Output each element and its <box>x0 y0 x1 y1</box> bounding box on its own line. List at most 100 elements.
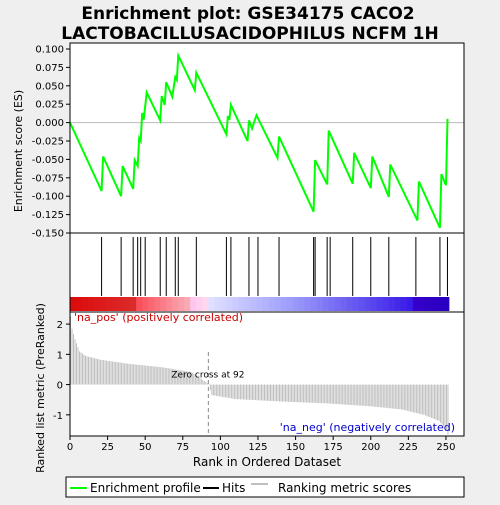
es-y-axis-label: Enrichment score (ES) <box>12 90 25 212</box>
color-bar-segment <box>124 297 131 311</box>
legend: Enrichment profile Hits Ranking metric s… <box>65 476 465 498</box>
color-bar-segment <box>304 297 312 311</box>
color-bar-segment <box>70 297 77 311</box>
color-bar-segment <box>202 297 209 311</box>
metric-panel-frame <box>69 311 465 437</box>
es-ytick-label: 0.025 <box>35 100 64 111</box>
color-bar-segment <box>136 297 143 311</box>
color-bar-segment <box>106 297 113 311</box>
legend-hits-label: Hits <box>222 481 245 495</box>
zero-cross-label: Zero cross at 92 <box>171 371 244 381</box>
color-bar-segment <box>88 297 95 311</box>
color-bar-segment <box>232 297 239 311</box>
es-ytick-label: -0.125 <box>32 210 64 221</box>
color-bar-segment <box>286 297 293 311</box>
color-bar-segment <box>130 297 137 311</box>
chart-title-line2: LACTOBACILLUSACIDOPHILUS NCFM 1H <box>61 24 438 44</box>
metric-xtick-label: 225 <box>399 442 418 453</box>
color-bar-segment <box>442 297 450 311</box>
color-bar-segment <box>400 297 408 311</box>
metric-ytick-label: 1 <box>57 350 63 361</box>
rank-color-bar <box>70 297 450 311</box>
color-bar-segment <box>172 297 179 311</box>
color-bar-segment <box>118 297 125 311</box>
metric-y-ticks: 2 1 0 -1 <box>53 320 70 422</box>
color-bar-segment <box>112 297 119 311</box>
es-ytick-label: -0.050 <box>32 155 64 166</box>
metric-x-axis-label: Rank in Ordered Dataset <box>193 455 341 469</box>
color-bar-segment <box>316 297 324 311</box>
color-bar-segment <box>166 297 173 311</box>
color-bar-segment <box>190 297 197 311</box>
color-bar-segment <box>184 297 191 311</box>
color-bar-segment <box>268 297 275 311</box>
es-ytick-label: -0.025 <box>32 137 64 148</box>
es-ytick-label: 0.075 <box>35 63 64 74</box>
color-bar-segment <box>244 297 251 311</box>
positive-correlation-label: 'na_pos' (positively correlated) <box>74 311 243 324</box>
es-ytick-label: 0.100 <box>35 45 64 56</box>
hit-lines <box>101 237 448 296</box>
es-ytick-label: -0.150 <box>32 229 64 240</box>
color-bar-segment <box>430 297 438 311</box>
color-bar-segment <box>412 297 420 311</box>
color-bar-segment <box>388 297 396 311</box>
es-ytick-label: -0.075 <box>32 173 64 184</box>
color-bar-segment <box>94 297 101 311</box>
es-y-ticks: 0.100 0.075 0.050 0.025 0.000 -0.025 -0.050 -0.… <box>32 45 70 240</box>
color-bar-segment <box>262 297 269 311</box>
color-bar-segment <box>154 297 161 311</box>
legend-es-label: Enrichment profile <box>90 481 201 495</box>
metric-xtick-label: 250 <box>436 442 455 453</box>
color-bar-segment <box>148 297 155 311</box>
color-bar-segment <box>280 297 287 311</box>
metric-x-ticks: 0 25 50 75 100 125 150 175 200 225 250 <box>67 436 456 453</box>
metric-ytick-label: 2 <box>57 320 63 331</box>
metric-xtick-label: 175 <box>324 442 343 453</box>
color-bar-segment <box>406 297 414 311</box>
color-bar-segment <box>358 297 366 311</box>
metric-xtick-label: 25 <box>101 442 114 453</box>
color-bar-segment <box>82 297 89 311</box>
color-bar-segment <box>382 297 390 311</box>
metric-xtick-label: 0 <box>67 442 73 453</box>
color-bar-segment <box>220 297 227 311</box>
es-ytick-label: 0.050 <box>35 81 64 92</box>
color-bar-segment <box>436 297 444 311</box>
color-bar-segment <box>274 297 281 311</box>
metric-xtick-label: 75 <box>176 442 189 453</box>
legend-box <box>65 476 465 498</box>
color-bar-segment <box>328 297 336 311</box>
color-bar-segment <box>160 297 167 311</box>
color-bar-segment <box>418 297 426 311</box>
legend-metric-label: Ranking metric scores <box>278 481 411 495</box>
metric-xtick-label: 200 <box>361 442 380 453</box>
metric-xtick-label: 50 <box>139 442 152 453</box>
color-bar-segment <box>346 297 354 311</box>
metric-ytick-label: -1 <box>53 411 63 422</box>
metric-bars <box>70 316 449 435</box>
color-bar-segment <box>208 297 215 311</box>
color-bar-segment <box>334 297 342 311</box>
color-bar-segment <box>310 297 318 311</box>
metric-panel: Zero cross at 92 'na_pos' (positively co… <box>34 303 465 473</box>
es-ytick-label: -0.100 <box>32 192 64 203</box>
color-bar-segment <box>226 297 233 311</box>
color-bar-segment <box>298 297 305 311</box>
color-bar-segment <box>250 297 257 311</box>
color-bar-segment <box>76 297 83 311</box>
color-bar-segment <box>340 297 348 311</box>
color-bar-segment <box>142 297 149 311</box>
es-ytick-label: 0.000 <box>35 118 64 129</box>
color-bar-segment <box>178 297 185 311</box>
color-bar-segment <box>364 297 372 311</box>
enrichment-profile-line <box>69 51 449 229</box>
color-bar-segment <box>376 297 384 311</box>
negative-correlation-label: 'na_neg' (negatively correlated) <box>280 421 455 434</box>
color-bar-segment <box>352 297 360 311</box>
metric-xtick-label: 100 <box>211 442 230 453</box>
color-bar-segment <box>370 297 378 311</box>
metric-panel-background <box>70 312 464 436</box>
